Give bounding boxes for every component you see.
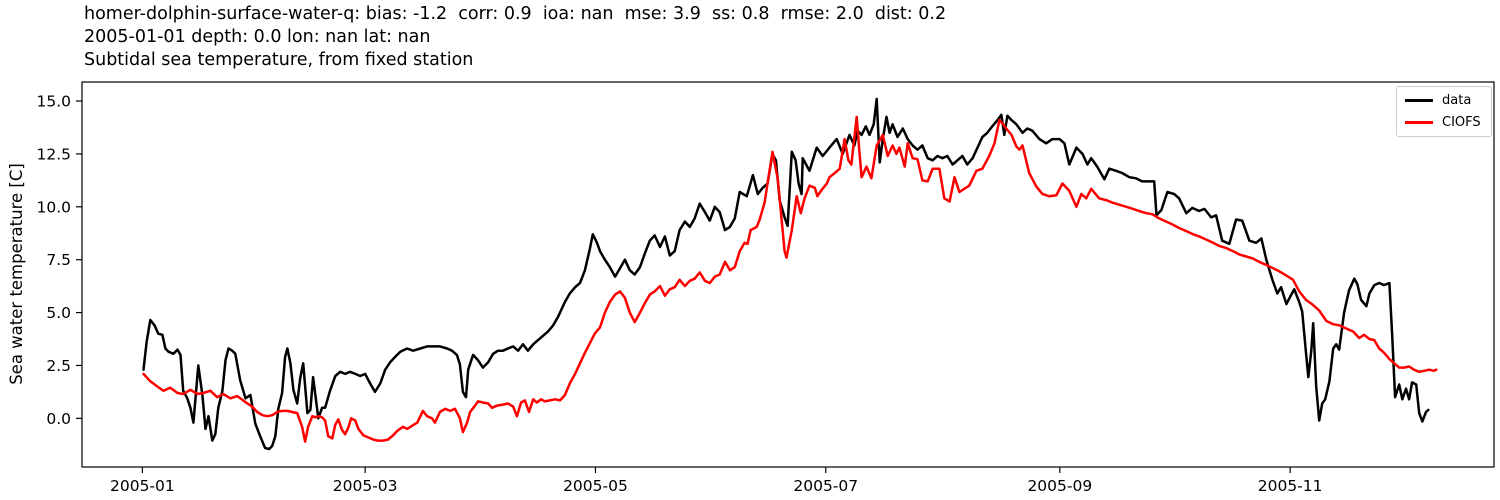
- legend-line-sample: [1405, 121, 1433, 124]
- legend-label: CIOFS: [1442, 115, 1481, 130]
- x-tick-label: 2005-07: [793, 477, 858, 495]
- x-tick-label: 2005-05: [563, 477, 628, 495]
- x-tick-label: 2005-11: [1258, 477, 1323, 495]
- title-meta-line: 2005-01-01 depth: 0.0 lon: nan lat: nan: [84, 27, 431, 47]
- y-tick-label: 5.0: [46, 304, 71, 322]
- x-tick-label: 2005-03: [333, 477, 398, 495]
- y-tick-label: 7.5: [46, 251, 71, 269]
- y-tick-label: 0.0: [46, 410, 71, 428]
- legend-line-sample: [1405, 99, 1433, 102]
- legend-label: data: [1442, 93, 1472, 108]
- y-tick-label: 10.0: [36, 198, 71, 216]
- title-stats-line: homer-dolphin-surface-water-q: bias: -1.…: [84, 4, 947, 24]
- x-tick-label: 2005-09: [1027, 477, 1092, 495]
- y-tick-label: 15.0: [36, 93, 71, 111]
- legend-entry-CIOFS: CIOFS: [1405, 116, 1483, 129]
- legend: data CIOFS: [1396, 86, 1492, 137]
- y-tick-label: 12.5: [36, 145, 71, 163]
- series-line-CIOFS: [142, 115, 1438, 443]
- x-tick-label: 2005-01: [110, 477, 175, 495]
- title-description-line: Subtidal sea temperature, from fixed sta…: [84, 50, 474, 70]
- axes-frame: [81, 81, 1495, 468]
- series-line-data: [142, 97, 1430, 451]
- y-tick-label: 2.5: [46, 357, 71, 375]
- legend-entry-data: data: [1405, 94, 1483, 107]
